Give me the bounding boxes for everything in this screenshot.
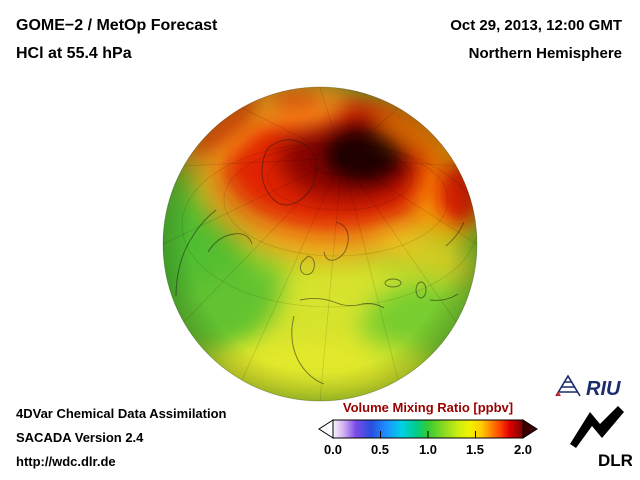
- colorbar-tick-label: 1.0: [418, 442, 438, 457]
- header-left: GOME−2 / MetOp Forecast HCl at 55.4 hPa: [16, 12, 217, 68]
- plot-region: Northern Hemisphere: [468, 45, 622, 62]
- colorbar-tick-label: 1.5: [465, 442, 485, 457]
- plot-datetime: Oct 29, 2013, 12:00 GMT: [450, 17, 622, 34]
- assimilation-label: 4DVar Chemical Data Assimilation: [16, 406, 227, 421]
- colorbar-tick-label: 2.0: [513, 442, 533, 457]
- colorbar-tick-label: 0.0: [323, 442, 343, 457]
- url-label: http://wdc.dlr.de: [16, 454, 116, 469]
- riu-logo-text: RIU: [586, 378, 621, 400]
- colorbar-left-arrow: [318, 419, 334, 439]
- colorbar-title: Volume Mixing Ratio [ppbv]: [342, 400, 514, 415]
- riu-logo: RIU: [555, 374, 621, 400]
- colorbar: [318, 419, 538, 439]
- colorbar-tick-label: 0.5: [370, 442, 390, 457]
- colorbar-right-arrow: [522, 419, 538, 439]
- colorbar-ticks: [332, 431, 524, 438]
- dlr-logo: DLR: [570, 406, 632, 470]
- plot-subtitle: HCl at 55.4 hPa: [16, 45, 132, 62]
- header-right: Oct 29, 2013, 12:00 GMT Northern Hemisph…: [450, 12, 622, 68]
- heatmap-field: [163, 87, 477, 401]
- plot-title: GOME−2 / MetOp Forecast: [16, 17, 218, 34]
- dlr-logo-text: DLR: [598, 451, 632, 470]
- footer-credits: 4DVar Chemical Data Assimilation SACADA …: [16, 402, 227, 474]
- version-label: SACADA Version 2.4: [16, 430, 144, 445]
